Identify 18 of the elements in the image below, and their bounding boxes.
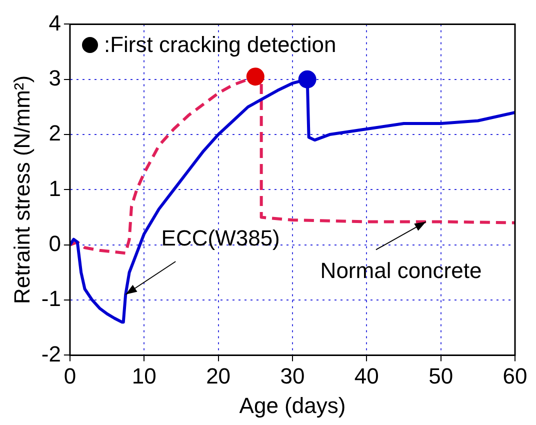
y-tick-label: 1 bbox=[48, 176, 61, 201]
x-tick-label: 50 bbox=[428, 363, 454, 388]
y-axis-title: Retraint stress (N/mm²) bbox=[9, 75, 34, 304]
y-tick-label: -1 bbox=[41, 286, 61, 312]
x-tick-label: 20 bbox=[206, 363, 231, 388]
y-tick-label: 4 bbox=[48, 10, 61, 36]
x-tick-label: 10 bbox=[132, 363, 156, 388]
y-tick-label: 3 bbox=[48, 65, 61, 90]
y-tick-label: 2 bbox=[48, 120, 61, 146]
x-tick-label: 40 bbox=[354, 363, 379, 388]
y-tick-label: 0 bbox=[48, 230, 61, 256]
series-label: :First cracking detection bbox=[104, 32, 336, 58]
y-tick-label: -2 bbox=[41, 341, 61, 366]
annotation: ECC(W385) bbox=[161, 226, 280, 251]
x-tick-label: 60 bbox=[502, 363, 528, 388]
x-tick-label: 30 bbox=[280, 363, 305, 388]
annotation: Normal concrete bbox=[320, 258, 482, 283]
x-axis-title: Age (days) bbox=[239, 392, 346, 418]
